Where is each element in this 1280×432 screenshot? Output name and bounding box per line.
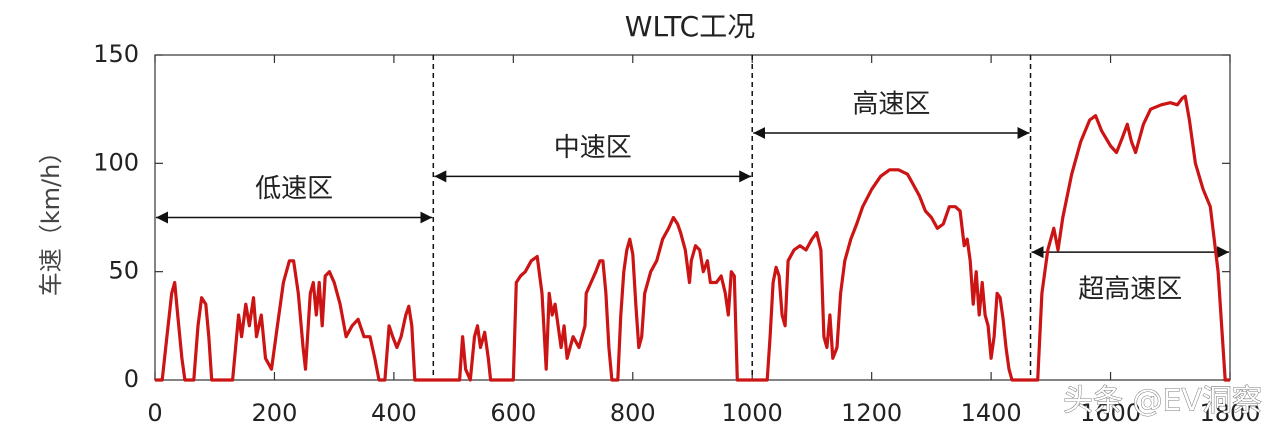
region-label: 中速区 xyxy=(554,133,632,163)
x-tick-label: 1600 xyxy=(1080,399,1141,427)
speed-line xyxy=(155,94,1230,382)
x-tick-label: 400 xyxy=(371,399,417,427)
y-tick-label: 150 xyxy=(93,40,139,68)
y-tick-label: 50 xyxy=(108,257,139,285)
x-tick-label: 1400 xyxy=(961,399,1022,427)
x-tick-label: 600 xyxy=(490,399,536,427)
x-tick-label: 800 xyxy=(610,399,656,427)
region-label: 低速区 xyxy=(255,174,333,204)
x-tick-label: 0 xyxy=(147,399,162,427)
region-label: 超高速区 xyxy=(1078,275,1182,305)
x-tick-label: 1800 xyxy=(1199,399,1260,427)
plot-frame xyxy=(154,54,1231,381)
region-label: 高速区 xyxy=(852,90,930,120)
chart-title: WLTC工况 xyxy=(625,10,755,43)
y-tick-label: 0 xyxy=(124,365,139,393)
y-axis-label: 车速（km/h） xyxy=(37,140,65,297)
y-tick-label: 100 xyxy=(93,148,139,176)
watermark: 头条 @EV洞察 xyxy=(1063,384,1262,419)
x-tick-label: 1200 xyxy=(841,399,902,427)
x-tick-label: 200 xyxy=(252,399,298,427)
x-tick-label: 1000 xyxy=(722,399,783,427)
